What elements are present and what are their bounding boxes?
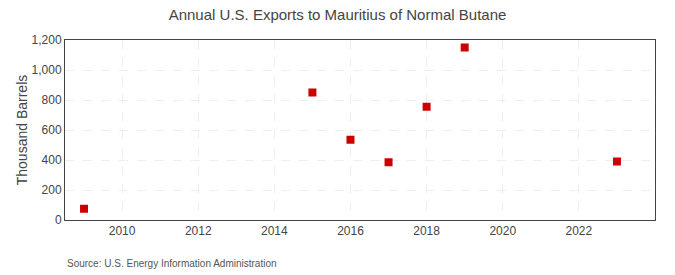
svg-text:800: 800 <box>42 93 62 107</box>
svg-text:Annual U.S. Exports to Mauriti: Annual U.S. Exports to Mauritius of Norm… <box>169 6 507 23</box>
svg-text:0: 0 <box>55 213 62 227</box>
svg-text:200: 200 <box>42 183 62 197</box>
svg-text:2014: 2014 <box>261 224 288 238</box>
svg-text:1,200: 1,200 <box>32 33 62 47</box>
svg-text:Thousand Barrels: Thousand Barrels <box>14 75 30 186</box>
svg-text:2018: 2018 <box>413 224 440 238</box>
svg-text:600: 600 <box>42 123 62 137</box>
svg-text:2010: 2010 <box>109 224 136 238</box>
svg-text:1,000: 1,000 <box>32 63 62 77</box>
svg-text:2012: 2012 <box>185 224 212 238</box>
svg-text:2020: 2020 <box>489 224 516 238</box>
svg-text:2016: 2016 <box>337 224 364 238</box>
svg-text:Source: U.S. Energy Informatio: Source: U.S. Energy Information Administ… <box>67 258 277 269</box>
svg-text:2022: 2022 <box>566 224 593 238</box>
svg-text:400: 400 <box>42 153 62 167</box>
